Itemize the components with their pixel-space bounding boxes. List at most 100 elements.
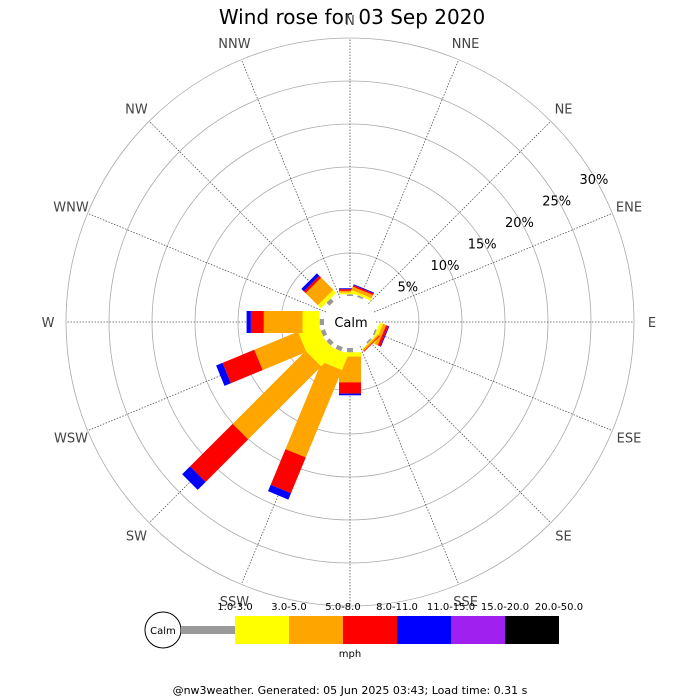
direction-label-n: N <box>345 14 355 29</box>
legend: Calm 1.0-3.0 3.0-5.0 5.0-8.0 8.0-11.0 11.0-1… <box>144 602 583 660</box>
legend-swatch-5 <box>451 616 505 644</box>
bar-segment-w-0 <box>319 319 325 325</box>
calm-center: Calm <box>326 298 374 346</box>
bar-segment-se-1 <box>361 333 378 350</box>
direction-label-wnw: WNW <box>53 200 89 215</box>
bar-segment-s-1 <box>339 352 361 357</box>
bar-segment-nne-0 <box>357 295 364 300</box>
legend-label-4: 11.0-15.0 <box>427 602 475 613</box>
bar-segment-n-3 <box>339 289 361 291</box>
direction-label-sse: SSE <box>453 595 478 610</box>
spoke-se <box>368 340 552 524</box>
percent-label-5: 5% <box>397 281 418 296</box>
footer-text: @nw3weather. Generated: 05 Jun 2025 03:4… <box>173 684 528 697</box>
direction-label-sw: SW <box>126 530 147 545</box>
bar-segment-nw-0 <box>326 298 334 306</box>
bar-segment-wsw-0 <box>320 329 328 337</box>
bar-segment-nne-2 <box>351 286 374 299</box>
spoke-wnw <box>87 212 327 313</box>
legend-unit: mph <box>339 649 361 660</box>
percent-label-30: 30% <box>579 173 608 188</box>
legend-label-2: 5.0-8.0 <box>325 602 360 613</box>
bar-segment-n-0 <box>347 294 353 296</box>
spoke-ene <box>373 212 613 313</box>
bar-segment-w-1 <box>302 311 320 333</box>
bar-segment-nw-2 <box>305 277 334 306</box>
bar-segment-se-3 <box>363 335 380 352</box>
bar-segment-nne-4 <box>353 284 375 294</box>
bar-segment-sw-0 <box>326 338 334 346</box>
bar-w <box>246 311 325 333</box>
spoke-nnw <box>240 59 341 299</box>
ring-30 <box>65 37 635 607</box>
spoke-nw <box>148 120 332 304</box>
chart-title: Wind rose for 03 Sep 2020 <box>219 5 485 29</box>
direction-label-ne: NE <box>555 102 573 117</box>
bar-nw <box>301 273 337 309</box>
direction-label-wsw: WSW <box>54 432 88 447</box>
legend-items: 1.0-3.0 3.0-5.0 5.0-8.0 8.0-11.0 11.0-15.0 15… <box>181 602 583 644</box>
direction-label-ene: ENE <box>616 200 642 215</box>
bar-n <box>339 288 361 296</box>
bar-segment-s-0 <box>347 348 353 353</box>
bar-segment-sw-3 <box>190 423 249 482</box>
bar-segment-wsw-4 <box>216 362 231 386</box>
legend-swatch-1 <box>235 616 289 644</box>
bar-segment-s-4 <box>339 393 361 396</box>
legend-label-1: 3.0-5.0 <box>271 602 306 613</box>
legend-swatch-6 <box>505 616 559 644</box>
wind-bars <box>182 273 390 500</box>
bar-sw <box>182 335 337 490</box>
bar-se <box>361 333 380 352</box>
bar-segment-se-2 <box>362 334 380 352</box>
bar-segment-ese-4 <box>380 326 390 347</box>
bar-segment-sw-2 <box>232 350 322 440</box>
bar-segment-ese-2 <box>374 323 387 346</box>
ring-25 <box>108 80 592 564</box>
direction-label-e: E <box>648 316 656 331</box>
calm-label: Calm <box>334 316 367 331</box>
direction-label-w: W <box>42 316 55 331</box>
spoke-sse <box>359 345 460 585</box>
bar-nne <box>350 284 375 301</box>
percent-label-15: 15% <box>468 238 497 253</box>
legend-calm-label: Calm <box>150 626 176 637</box>
legend-swatch-4 <box>397 616 451 644</box>
bar-segment-w-3 <box>250 311 264 333</box>
percent-label-10: 10% <box>431 259 460 274</box>
bar-segment-sw-4 <box>182 466 206 490</box>
direction-labels: NNNENEENEEESESESSESSSWSWWSWWWNWNWNNW <box>42 14 657 633</box>
legend-swatch-3 <box>343 616 397 644</box>
bar-segment-ese-3 <box>377 325 389 347</box>
legend-swatch-0 <box>181 626 235 634</box>
bar-segment-ssw-3 <box>270 449 306 494</box>
bar-segment-wsw-3 <box>222 349 263 384</box>
percent-label-25: 25% <box>542 195 571 210</box>
bar-segment-nne-3 <box>352 285 374 296</box>
legend-label-3: 8.0-11.0 <box>376 602 418 613</box>
direction-label-se: SE <box>555 530 571 545</box>
bar-segment-w-4 <box>246 311 251 333</box>
bar-segment-nw-1 <box>317 289 337 309</box>
bar-segment-nw-4 <box>301 273 320 292</box>
bar-segment-ese-0 <box>372 329 377 336</box>
direction-label-nnw: NNW <box>218 37 250 52</box>
bar-segment-ssw-0 <box>335 344 343 352</box>
bar-segment-s-3 <box>339 382 361 394</box>
legend-label-6: 20.0-50.0 <box>535 602 583 613</box>
bar-segment-wsw-2 <box>254 331 307 371</box>
ring-10 <box>237 209 463 435</box>
legend-label-0: 1.0-3.0 <box>217 602 252 613</box>
percent-labels: 5% 10% 15% 20% 25% 30% <box>397 173 608 296</box>
direction-label-ssw: SSW <box>220 595 250 610</box>
bar-segment-ssw-2 <box>285 361 342 458</box>
bar-segment-n-4 <box>339 288 361 290</box>
bar-segment-se-0 <box>366 338 372 344</box>
legend-label-5: 15.0-20.0 <box>481 602 529 613</box>
direction-label-nne: NNE <box>452 37 480 52</box>
percent-label-20: 20% <box>505 216 534 231</box>
direction-label-ese: ESE <box>617 432 642 447</box>
spoke-ne <box>368 120 552 304</box>
bar-segment-nw-3 <box>303 275 322 294</box>
